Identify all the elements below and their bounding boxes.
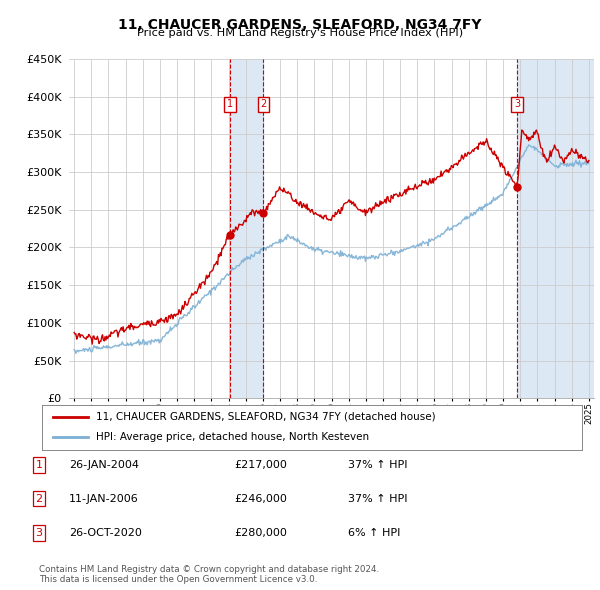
- Text: 6% ↑ HPI: 6% ↑ HPI: [348, 528, 400, 537]
- Text: 37% ↑ HPI: 37% ↑ HPI: [348, 460, 407, 470]
- Text: 3: 3: [35, 528, 43, 537]
- Text: 26-OCT-2020: 26-OCT-2020: [69, 528, 142, 537]
- Text: 11, CHAUCER GARDENS, SLEAFORD, NG34 7FY: 11, CHAUCER GARDENS, SLEAFORD, NG34 7FY: [118, 18, 482, 32]
- Text: 1: 1: [227, 99, 233, 109]
- Text: HPI: Average price, detached house, North Kesteven: HPI: Average price, detached house, Nort…: [96, 432, 369, 442]
- Text: 1: 1: [35, 460, 43, 470]
- Text: 11-JAN-2006: 11-JAN-2006: [69, 494, 139, 503]
- Text: Contains HM Land Registry data © Crown copyright and database right 2024.
This d: Contains HM Land Registry data © Crown c…: [39, 565, 379, 584]
- Text: 37% ↑ HPI: 37% ↑ HPI: [348, 494, 407, 503]
- Text: £217,000: £217,000: [234, 460, 287, 470]
- Text: 3: 3: [514, 99, 520, 109]
- Bar: [517, 59, 598, 398]
- Text: £280,000: £280,000: [234, 528, 287, 537]
- Text: 2: 2: [260, 99, 266, 109]
- Text: 11, CHAUCER GARDENS, SLEAFORD, NG34 7FY (detached house): 11, CHAUCER GARDENS, SLEAFORD, NG34 7FY …: [96, 412, 436, 422]
- Text: £246,000: £246,000: [234, 494, 287, 503]
- Text: Price paid vs. HM Land Registry's House Price Index (HPI): Price paid vs. HM Land Registry's House …: [137, 28, 463, 38]
- Bar: [230, 59, 263, 398]
- Text: 26-JAN-2004: 26-JAN-2004: [69, 460, 139, 470]
- Text: 2: 2: [35, 494, 43, 503]
